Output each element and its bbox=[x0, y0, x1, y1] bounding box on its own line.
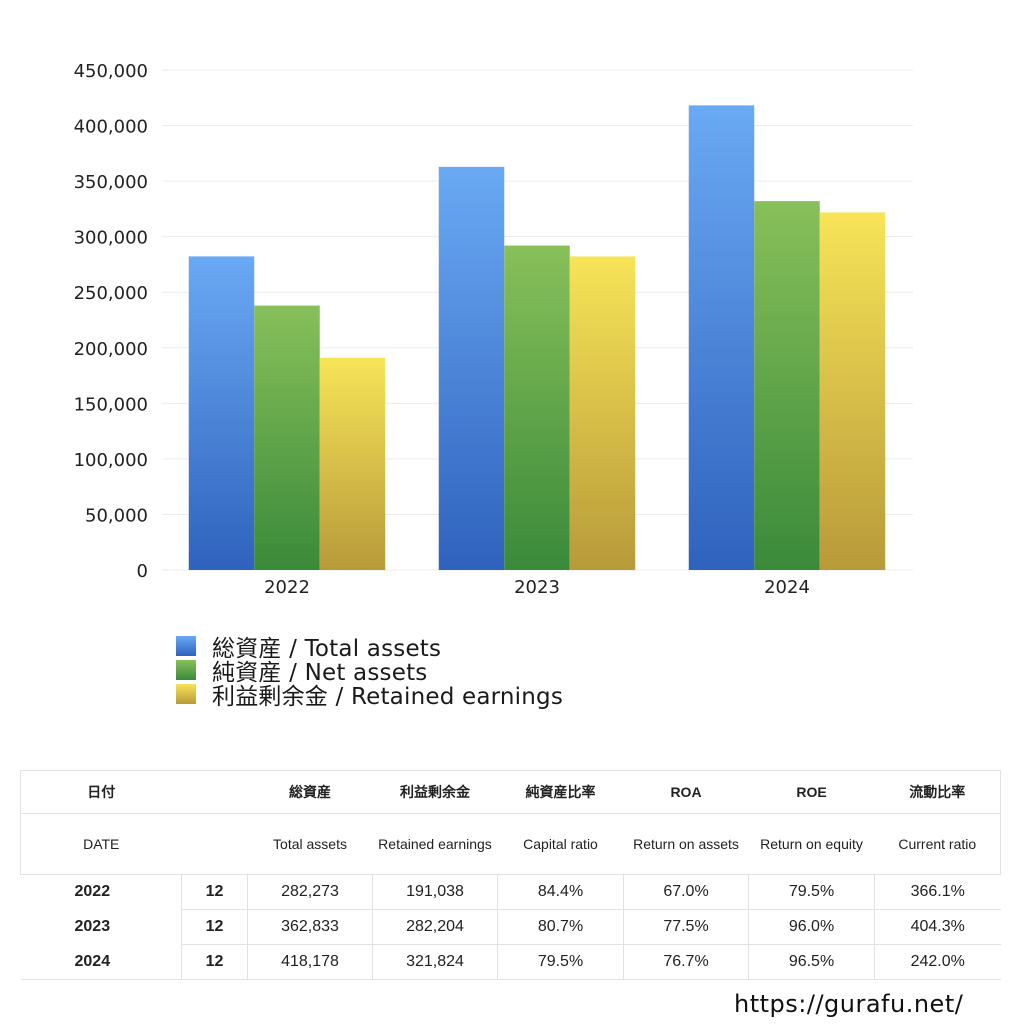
row-month: 12 bbox=[181, 909, 248, 945]
header-total-assets-ja: 総資産 bbox=[247, 770, 373, 814]
header-capital-ratio-en: Capital ratio bbox=[497, 813, 624, 875]
row-roa: 67.0% bbox=[623, 874, 749, 910]
header-roe-ja: ROE bbox=[748, 770, 875, 814]
table-row: 2024 12 418,178 321,824 79.5% 76.7% 96.5… bbox=[20, 944, 1001, 980]
legend-swatch-total-assets bbox=[176, 636, 196, 656]
y-tick-label: 350,000 bbox=[74, 172, 148, 193]
y-tick-label: 300,000 bbox=[74, 228, 148, 249]
header-retained-en: Retained earnings bbox=[372, 813, 498, 875]
bar-retained-earnings-2024 bbox=[819, 212, 886, 570]
y-tick-label: 250,000 bbox=[74, 283, 148, 304]
legend-item-total-assets: 総資産 / Total assets bbox=[176, 634, 563, 662]
row-capital-ratio: 84.4% bbox=[497, 874, 624, 910]
header-total-assets-en: Total assets bbox=[247, 813, 373, 875]
y-tick-label: 200,000 bbox=[74, 339, 148, 360]
x-tick-label: 2023 bbox=[514, 577, 560, 598]
row-capital-ratio: 80.7% bbox=[497, 909, 624, 945]
x-axis-ticks: 2022 2023 2024 bbox=[264, 577, 810, 598]
bar-net-assets-2022 bbox=[254, 305, 320, 570]
row-month: 12 bbox=[181, 874, 248, 910]
header-capital-ratio-ja: 純資産比率 bbox=[497, 770, 624, 814]
legend-label-net-assets: 純資産 / Net assets bbox=[212, 660, 428, 686]
row-month: 12 bbox=[181, 944, 248, 980]
legend-label-total-assets: 総資産 / Total assets bbox=[212, 636, 442, 662]
bar-total-assets-2023 bbox=[438, 166, 505, 570]
row-roa: 76.7% bbox=[623, 944, 749, 980]
bar-net-assets-2024 bbox=[754, 201, 820, 570]
chart-legend: 総資産 / Total assets 純資産 / Net assets 利益剰余… bbox=[176, 634, 563, 710]
row-total-assets: 418,178 bbox=[247, 944, 373, 980]
row-retained: 191,038 bbox=[372, 874, 498, 910]
row-year: 2024 bbox=[20, 944, 182, 980]
legend-label-retained-earnings: 利益剰余金 / Retained earnings bbox=[212, 684, 564, 710]
row-total-assets: 362,833 bbox=[247, 909, 373, 945]
row-current-ratio: 366.1% bbox=[874, 874, 1001, 910]
row-year: 2022 bbox=[20, 874, 182, 910]
row-total-assets: 282,273 bbox=[247, 874, 373, 910]
bar-retained-earnings-2022 bbox=[319, 357, 386, 570]
legend-item-net-assets: 純資産 / Net assets bbox=[176, 658, 563, 686]
row-retained: 321,824 bbox=[372, 944, 498, 980]
row-roe: 96.5% bbox=[748, 944, 875, 980]
row-current-ratio: 404.3% bbox=[874, 909, 1001, 945]
bar-chart: 0 50,000 100,000 150,000 200,000 250,000 300,0… bbox=[74, 61, 913, 598]
row-roe: 96.0% bbox=[748, 909, 875, 945]
header-month-en bbox=[181, 813, 248, 875]
legend-swatch-retained-earnings bbox=[176, 684, 196, 704]
x-tick-label: 2022 bbox=[264, 577, 310, 598]
header-roe-en: Return on equity bbox=[748, 813, 875, 875]
header-roa-en: Return on assets bbox=[623, 813, 749, 875]
row-retained: 282,204 bbox=[372, 909, 498, 945]
x-tick-label: 2024 bbox=[764, 577, 810, 598]
row-year: 2023 bbox=[20, 909, 182, 945]
bar-retained-earnings-2023 bbox=[569, 256, 636, 570]
legend-item-retained-earnings: 利益剰余金 / Retained earnings bbox=[176, 682, 563, 710]
y-axis-ticks: 0 50,000 100,000 150,000 200,000 250,000 300,0… bbox=[74, 61, 148, 582]
table-header-ja: 日付 総資産 利益剰余金 純資産比率 ROA ROE 流動比率 bbox=[20, 770, 1001, 814]
header-current-ratio-en: Current ratio bbox=[874, 813, 1001, 875]
y-tick-label: 100,000 bbox=[74, 450, 148, 471]
row-roe: 79.5% bbox=[748, 874, 875, 910]
y-tick-label: 450,000 bbox=[74, 61, 148, 82]
header-retained-ja: 利益剰余金 bbox=[372, 770, 498, 814]
bar-net-assets-2023 bbox=[504, 245, 570, 571]
header-current-ratio-ja: 流動比率 bbox=[874, 770, 1001, 814]
y-tick-label: 50,000 bbox=[85, 505, 148, 526]
y-tick-label: 150,000 bbox=[74, 394, 148, 415]
financial-ratios-table: 日付 総資産 利益剰余金 純資産比率 ROA ROE 流動比率 DATE Tot… bbox=[20, 770, 1001, 980]
header-date-ja: 日付 bbox=[20, 770, 182, 814]
bar-total-assets-2024 bbox=[688, 105, 755, 570]
table-header-en: DATE Total assets Retained earnings Capi… bbox=[20, 813, 1001, 875]
header-month-ja bbox=[181, 770, 248, 814]
bar-total-assets-2022 bbox=[188, 256, 255, 570]
y-tick-label: 400,000 bbox=[74, 117, 148, 138]
y-tick-label: 0 bbox=[137, 561, 148, 582]
row-roa: 77.5% bbox=[623, 909, 749, 945]
header-roa-ja: ROA bbox=[623, 770, 749, 814]
table-row: 2023 12 362,833 282,204 80.7% 77.5% 96.0… bbox=[20, 909, 1001, 945]
row-current-ratio: 242.0% bbox=[874, 944, 1001, 980]
header-date-en: DATE bbox=[20, 813, 182, 875]
chart-bars bbox=[188, 105, 886, 571]
site-url-link[interactable]: https://gurafu.net/ bbox=[734, 990, 964, 1018]
table-row: 2022 12 282,273 191,038 84.4% 67.0% 79.5… bbox=[20, 874, 1001, 910]
row-capital-ratio: 79.5% bbox=[497, 944, 624, 980]
legend-swatch-net-assets bbox=[176, 660, 196, 680]
